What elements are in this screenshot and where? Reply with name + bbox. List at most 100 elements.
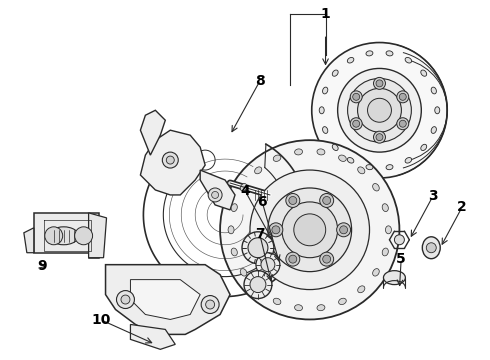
Polygon shape — [105, 265, 230, 334]
Circle shape — [242, 232, 274, 264]
Polygon shape — [34, 213, 98, 258]
Ellipse shape — [382, 204, 389, 212]
Ellipse shape — [240, 269, 247, 276]
Circle shape — [201, 296, 219, 314]
Circle shape — [347, 78, 412, 142]
Ellipse shape — [332, 70, 338, 76]
Ellipse shape — [322, 127, 328, 134]
Ellipse shape — [231, 248, 237, 256]
Polygon shape — [141, 130, 205, 195]
Text: 2: 2 — [457, 200, 467, 214]
Text: 7: 7 — [255, 227, 265, 241]
Ellipse shape — [358, 286, 365, 293]
Ellipse shape — [319, 107, 324, 114]
Ellipse shape — [386, 165, 393, 170]
Text: 4: 4 — [240, 184, 250, 198]
Circle shape — [397, 91, 409, 103]
Ellipse shape — [255, 167, 262, 174]
Circle shape — [294, 214, 326, 246]
Ellipse shape — [228, 226, 234, 234]
Circle shape — [162, 152, 178, 168]
Polygon shape — [141, 110, 165, 155]
Ellipse shape — [240, 184, 247, 191]
Circle shape — [319, 252, 334, 266]
Circle shape — [350, 118, 362, 130]
Ellipse shape — [366, 165, 373, 170]
Ellipse shape — [294, 149, 302, 155]
Ellipse shape — [339, 298, 346, 305]
Circle shape — [250, 276, 266, 293]
Ellipse shape — [294, 305, 302, 311]
Circle shape — [286, 194, 300, 207]
Circle shape — [397, 118, 409, 130]
Ellipse shape — [421, 144, 427, 150]
Circle shape — [337, 223, 350, 237]
Ellipse shape — [386, 226, 392, 234]
Polygon shape — [200, 170, 235, 210]
Circle shape — [74, 227, 93, 245]
Circle shape — [117, 291, 134, 309]
Ellipse shape — [273, 155, 281, 161]
Circle shape — [289, 255, 297, 263]
Text: 3: 3 — [428, 189, 438, 203]
Ellipse shape — [49, 227, 78, 245]
Circle shape — [312, 42, 447, 178]
Text: 9: 9 — [38, 259, 47, 273]
Circle shape — [373, 77, 386, 89]
Ellipse shape — [372, 184, 379, 191]
Polygon shape — [24, 228, 34, 253]
Ellipse shape — [366, 51, 373, 56]
Ellipse shape — [372, 269, 379, 276]
Ellipse shape — [317, 305, 325, 311]
Ellipse shape — [332, 144, 338, 150]
Circle shape — [358, 88, 401, 132]
Circle shape — [399, 93, 406, 100]
Ellipse shape — [405, 58, 412, 63]
Polygon shape — [130, 324, 175, 349]
Ellipse shape — [339, 155, 346, 161]
Circle shape — [319, 194, 334, 207]
Circle shape — [289, 197, 297, 204]
Ellipse shape — [231, 204, 237, 212]
Circle shape — [244, 271, 272, 298]
Circle shape — [376, 134, 383, 141]
Ellipse shape — [405, 158, 412, 163]
Polygon shape — [89, 213, 106, 258]
Ellipse shape — [273, 298, 281, 305]
Circle shape — [340, 226, 347, 234]
Ellipse shape — [382, 248, 389, 256]
Ellipse shape — [386, 51, 393, 56]
Text: 10: 10 — [91, 313, 111, 327]
Circle shape — [208, 188, 222, 202]
Circle shape — [269, 223, 283, 237]
Circle shape — [248, 238, 268, 258]
Circle shape — [350, 91, 362, 103]
Circle shape — [323, 255, 331, 263]
Ellipse shape — [347, 58, 354, 63]
Circle shape — [394, 235, 404, 245]
Circle shape — [268, 188, 352, 272]
Circle shape — [373, 131, 386, 143]
Circle shape — [220, 140, 399, 319]
Circle shape — [338, 68, 421, 152]
Circle shape — [353, 120, 360, 127]
Ellipse shape — [255, 286, 262, 293]
Circle shape — [166, 156, 174, 164]
Circle shape — [250, 170, 369, 289]
Circle shape — [272, 226, 280, 234]
Circle shape — [323, 197, 331, 204]
Circle shape — [261, 258, 275, 272]
Ellipse shape — [431, 87, 437, 94]
Circle shape — [121, 295, 130, 304]
Circle shape — [45, 227, 63, 245]
Polygon shape — [130, 280, 200, 319]
Ellipse shape — [431, 127, 437, 134]
Circle shape — [353, 93, 360, 100]
Circle shape — [282, 202, 338, 258]
Ellipse shape — [358, 167, 365, 174]
Ellipse shape — [317, 149, 325, 155]
Circle shape — [368, 98, 392, 122]
Ellipse shape — [422, 237, 440, 259]
Circle shape — [212, 192, 219, 198]
Text: 1: 1 — [320, 7, 330, 21]
